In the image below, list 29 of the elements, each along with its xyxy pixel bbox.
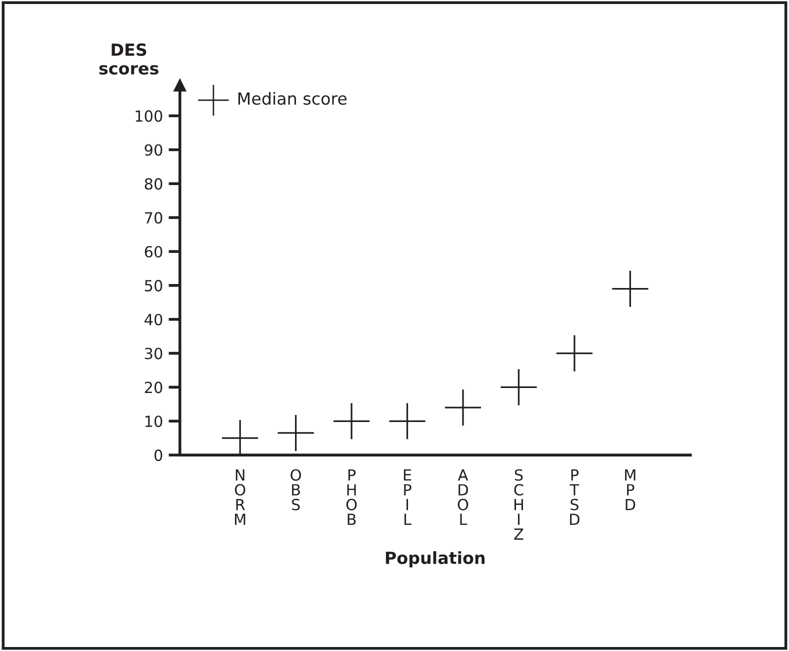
x-tick-label: EPIL [404, 469, 412, 525]
x-tick-label: MPD [625, 469, 636, 510]
x-tick-label: ADOL [458, 469, 468, 525]
y-tick-label: 10 [145, 416, 162, 428]
point [500, 369, 537, 406]
point [612, 270, 648, 307]
y-tick-label: 30 [144, 348, 162, 360]
y-tick-label: 90 [144, 144, 162, 156]
x-tick-label: OBS [290, 469, 301, 510]
y-tick-label: 20 [144, 382, 162, 394]
y-tick-label: 60 [144, 246, 162, 258]
legend-label: Median score [238, 92, 347, 105]
y-tick-label: 40 [144, 314, 162, 326]
y-axis-title: DES scores [99, 43, 158, 75]
point [333, 403, 370, 440]
y-tick-label: 0 [154, 450, 162, 462]
point [278, 414, 314, 452]
x-tick-label: SCHIZ [514, 469, 524, 540]
y-tick-label: 50 [144, 280, 162, 292]
y-tick-label: 100 [136, 110, 162, 122]
y-tick-label: 70 [145, 212, 162, 224]
y-tick-label: 80 [144, 178, 162, 190]
x-tick-label: NORM [234, 469, 246, 525]
x-axis-title: Population [386, 551, 485, 568]
x-tick-label: PHOB [346, 469, 357, 525]
x-tick-label: PTSD [570, 469, 580, 525]
point [389, 403, 426, 440]
point [556, 335, 593, 372]
point [444, 390, 482, 426]
